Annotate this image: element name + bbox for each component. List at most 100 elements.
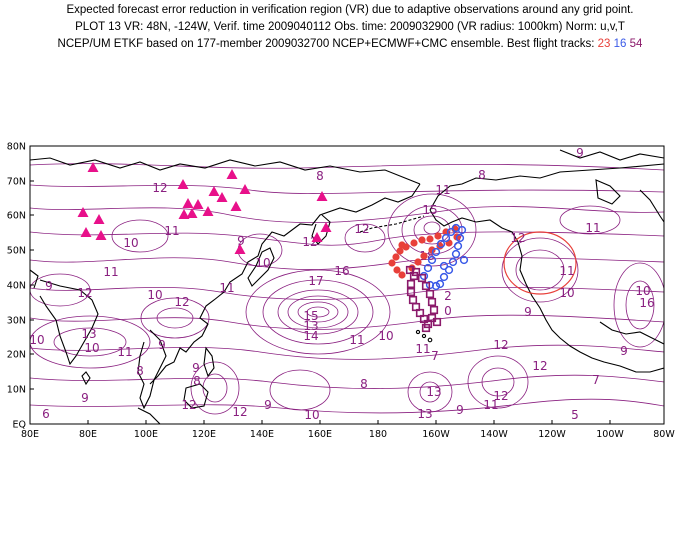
triangle-icon [216,192,228,202]
lon-tick-label: 100E [134,429,158,440]
flight-track-marker [393,266,401,274]
contour-label: 5 [571,408,579,422]
contour-label: 10 [147,288,162,302]
triangle-icon [186,208,198,218]
flight-track-marker [421,281,431,291]
triangle-icon [230,201,242,211]
flight-track-marker [388,259,396,267]
contour-label: 9 [576,146,584,160]
contour-label: 9 [456,403,464,417]
title-line-2: PLOT 13 VR: 48N, -124W, Verif. time 2009… [75,21,625,33]
contour-label: 8 [316,169,324,183]
contour-label: 12 [354,222,369,236]
contour-label: 9 [524,305,532,319]
contour-label: 10 [304,408,319,422]
flight-track-marker [406,287,416,297]
lon-tick-label: 160W [422,429,450,440]
observation-sites [77,162,332,254]
lon-tick-label: 100W [596,429,624,440]
flight-track-marker [446,227,456,237]
flight-track-marker [451,249,461,259]
contour-label: 7 [592,373,600,387]
contour-label: 6 [42,407,50,421]
flight-track-marker [427,297,437,307]
contour-label: 2 [444,289,452,303]
flight-track-marker [420,252,428,260]
lon-tick-label: 140W [480,429,508,440]
triangle-icon [320,222,332,232]
triangle-icon [202,206,214,216]
lon-tick-label: 120E [192,429,216,440]
contour-layer [30,163,664,415]
triangle-icon [316,191,328,201]
flight-track-marker [423,263,433,273]
lon-tick-label: 140E [250,429,274,440]
contour-label: 9 [620,344,628,358]
triangle-icon [239,184,251,194]
triangle-icon [87,162,99,172]
contour-label: 13 [426,385,441,399]
contour-label: 11 [117,345,132,359]
contour-label: 12 [493,338,508,352]
flight-track-marker [459,255,469,265]
contour-label: 11 [559,264,574,278]
contour-label: 9 [192,361,200,375]
flight-track-marker [431,247,441,257]
flight-track-marker [455,233,465,243]
contour-label: 8 [136,364,144,378]
triangle-icon [80,227,92,237]
triangle-icon [177,179,189,189]
track-label-blue: 16 [613,38,627,50]
contour-label: 9 [81,391,89,405]
lat-tick-label: 50N [7,246,26,257]
contour-label: 12 [510,231,525,245]
contour-label: 11 [164,224,179,238]
triangle-icon [182,198,194,208]
contour-label: 11 [435,183,450,197]
flight-track-marker [435,279,445,289]
flight-track-marker [448,257,458,267]
flight-track-marker [427,255,437,265]
flight-track-marker [436,239,446,249]
contour-label: 11 [483,398,498,412]
contour-label: 16 [639,296,654,310]
lat-tick-label: 70N [7,177,26,188]
lat-tick-label: 10N [7,385,26,396]
contour-label: 15 [303,309,318,323]
contour-label: 10 [29,333,44,347]
contour-label: 8 [478,168,486,182]
lat-tick-label: 80N [7,142,26,153]
triangle-icon [192,199,204,209]
flight-track-marker [453,241,463,251]
contour-label: 12 [152,181,167,195]
lon-tick-label: 80E [21,429,39,440]
axis-ticks [29,145,665,425]
flight-track-marker [396,247,404,255]
track-label-purple: 54 [629,38,643,50]
flight-track-marker [441,233,451,243]
lat-tick-label: 30N [7,316,26,327]
triangle-icon [311,232,323,242]
lon-tick-label: 120W [538,429,566,440]
flight-track-marker [392,253,400,261]
triangle-icon [226,169,238,179]
flight-track-marker [444,265,454,275]
contour-label: 13 [417,407,432,421]
flight-track-marker [417,273,427,283]
lon-tick-label: 180 [369,429,387,440]
contour-label: 14 [303,329,318,343]
contour-label: 9 [237,234,245,248]
contour-label: 17 [308,274,323,288]
contour-label: 11 [219,281,234,295]
flight-track-marker [418,236,426,244]
latitude-axis: EQ 10N 20N 30N 40N 50N 60N 70N 80N [7,142,26,431]
title-line-3-text: NCEP/UM ETKF based on 177-member 2009032… [57,38,595,50]
plot-header: Expected forecast error reduction in ver… [0,0,700,70]
flight-track-marker [426,235,434,243]
contour-label: 15 [422,203,437,217]
triangle-icon [208,186,220,196]
triangle-icon [77,207,89,217]
contour-labels: 9128111115812910121110119101118171612121… [29,146,654,422]
contour-label: 12 [174,295,189,309]
flight-track-marker [419,271,429,281]
